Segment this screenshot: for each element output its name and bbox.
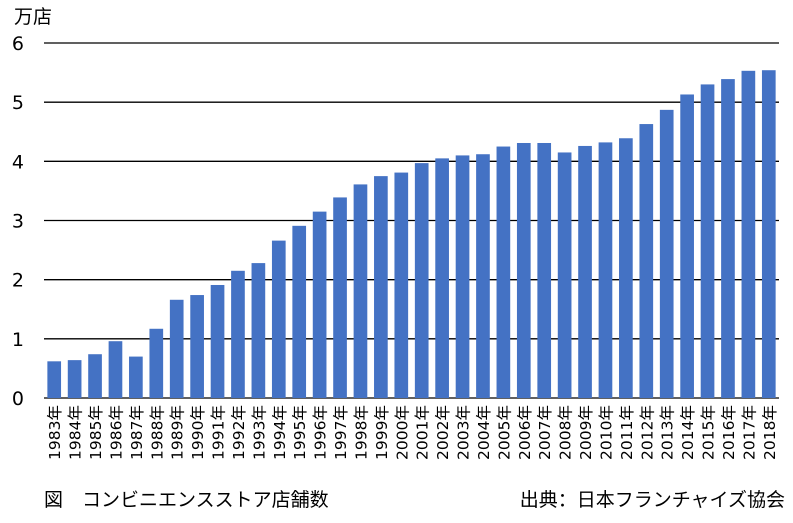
x-tick-label: 1996年 — [312, 405, 330, 460]
bar — [312, 211, 327, 398]
x-tick-label: 2016年 — [720, 405, 738, 460]
x-tick-label: 1994年 — [271, 405, 289, 460]
bar — [271, 240, 286, 398]
x-tick-label: 2010年 — [597, 405, 615, 460]
bar — [47, 361, 62, 398]
x-tick-label: 2011年 — [618, 405, 636, 460]
x-tick-label: 1986年 — [107, 405, 125, 460]
bar — [659, 109, 674, 398]
bar — [435, 158, 449, 398]
x-tick-label: 1985年 — [87, 405, 105, 460]
figure-caption: 図 コンビニエンスストア店舗数 — [44, 489, 329, 511]
x-tick-label: 1990年 — [189, 405, 207, 460]
x-tick-label: 2012年 — [638, 405, 656, 460]
bar — [557, 152, 572, 398]
y-tick-label: 0 — [12, 388, 24, 410]
bar — [67, 360, 82, 398]
x-tick-label: 1983年 — [46, 405, 64, 460]
bar — [231, 270, 245, 398]
y-tick-label: 4 — [12, 151, 24, 173]
bar — [639, 124, 654, 398]
bar — [108, 341, 123, 398]
bar — [619, 138, 633, 398]
x-tick-label: 1991年 — [210, 405, 228, 460]
bar — [680, 94, 694, 398]
x-axis-ticks: 1983年 1984年 1985年 1986年 1987年 1988年 1989年 1990年… — [46, 405, 779, 460]
x-tick-label: 1993年 — [250, 405, 268, 460]
x-tick-label: 2013年 — [659, 405, 677, 460]
x-tick-label: 2014年 — [679, 405, 697, 460]
y-axis-unit-label: 万店 — [14, 6, 52, 28]
bar — [251, 263, 266, 398]
x-tick-label: 2008年 — [557, 405, 575, 460]
bar — [455, 155, 470, 398]
bar — [741, 70, 756, 398]
bar — [374, 176, 388, 398]
x-tick-label: 2000年 — [393, 405, 411, 460]
x-tick-label: 2018年 — [761, 405, 779, 460]
y-tick-label: 5 — [12, 92, 24, 114]
bar — [516, 142, 531, 398]
bar — [761, 70, 776, 398]
x-tick-label: 2002年 — [434, 405, 452, 460]
bar — [333, 197, 347, 398]
bar — [129, 356, 143, 398]
bar — [537, 142, 552, 398]
x-tick-label: 1999年 — [373, 405, 391, 460]
x-tick-label: 2004年 — [475, 405, 493, 460]
bar — [414, 163, 429, 398]
source-caption: 出典：日本フランチャイズ協会 — [519, 489, 785, 511]
bars — [47, 70, 776, 399]
x-tick-label: 1995年 — [291, 405, 309, 460]
bar — [353, 184, 368, 398]
bar — [149, 328, 164, 398]
x-tick-label: 1998年 — [352, 405, 370, 460]
bar — [394, 172, 409, 398]
bar — [88, 354, 102, 398]
y-axis-ticks: 0 1 2 3 4 5 6 — [12, 33, 24, 410]
x-tick-label: 2015年 — [700, 405, 718, 460]
gridlines — [44, 42, 779, 399]
x-tick-label: 1988年 — [148, 405, 166, 460]
bar — [292, 225, 307, 398]
x-tick-label: 2006年 — [516, 405, 534, 460]
y-tick-label: 2 — [12, 270, 24, 292]
x-tick-label: 1989年 — [169, 405, 187, 460]
x-tick-label: 1987年 — [128, 405, 146, 460]
bar — [578, 145, 592, 398]
bar — [598, 142, 613, 398]
bar — [496, 146, 511, 398]
x-tick-label: 2009年 — [577, 405, 595, 460]
bar — [700, 84, 715, 399]
bar — [190, 295, 204, 398]
bar — [721, 79, 735, 398]
x-tick-label: 2001年 — [414, 405, 432, 460]
bar — [169, 299, 184, 398]
x-tick-label: 2007年 — [536, 405, 554, 460]
y-tick-label: 6 — [12, 33, 24, 55]
x-tick-label: 1992年 — [230, 405, 248, 460]
x-tick-label: 2003年 — [455, 405, 473, 460]
y-tick-label: 3 — [12, 211, 24, 233]
x-tick-label: 1997年 — [332, 405, 350, 460]
y-tick-label: 1 — [12, 329, 24, 351]
x-tick-label: 2005年 — [495, 405, 513, 460]
x-tick-label: 2017年 — [740, 405, 758, 460]
bar — [210, 284, 225, 398]
x-tick-label: 1984年 — [67, 405, 85, 460]
bar — [476, 154, 490, 398]
